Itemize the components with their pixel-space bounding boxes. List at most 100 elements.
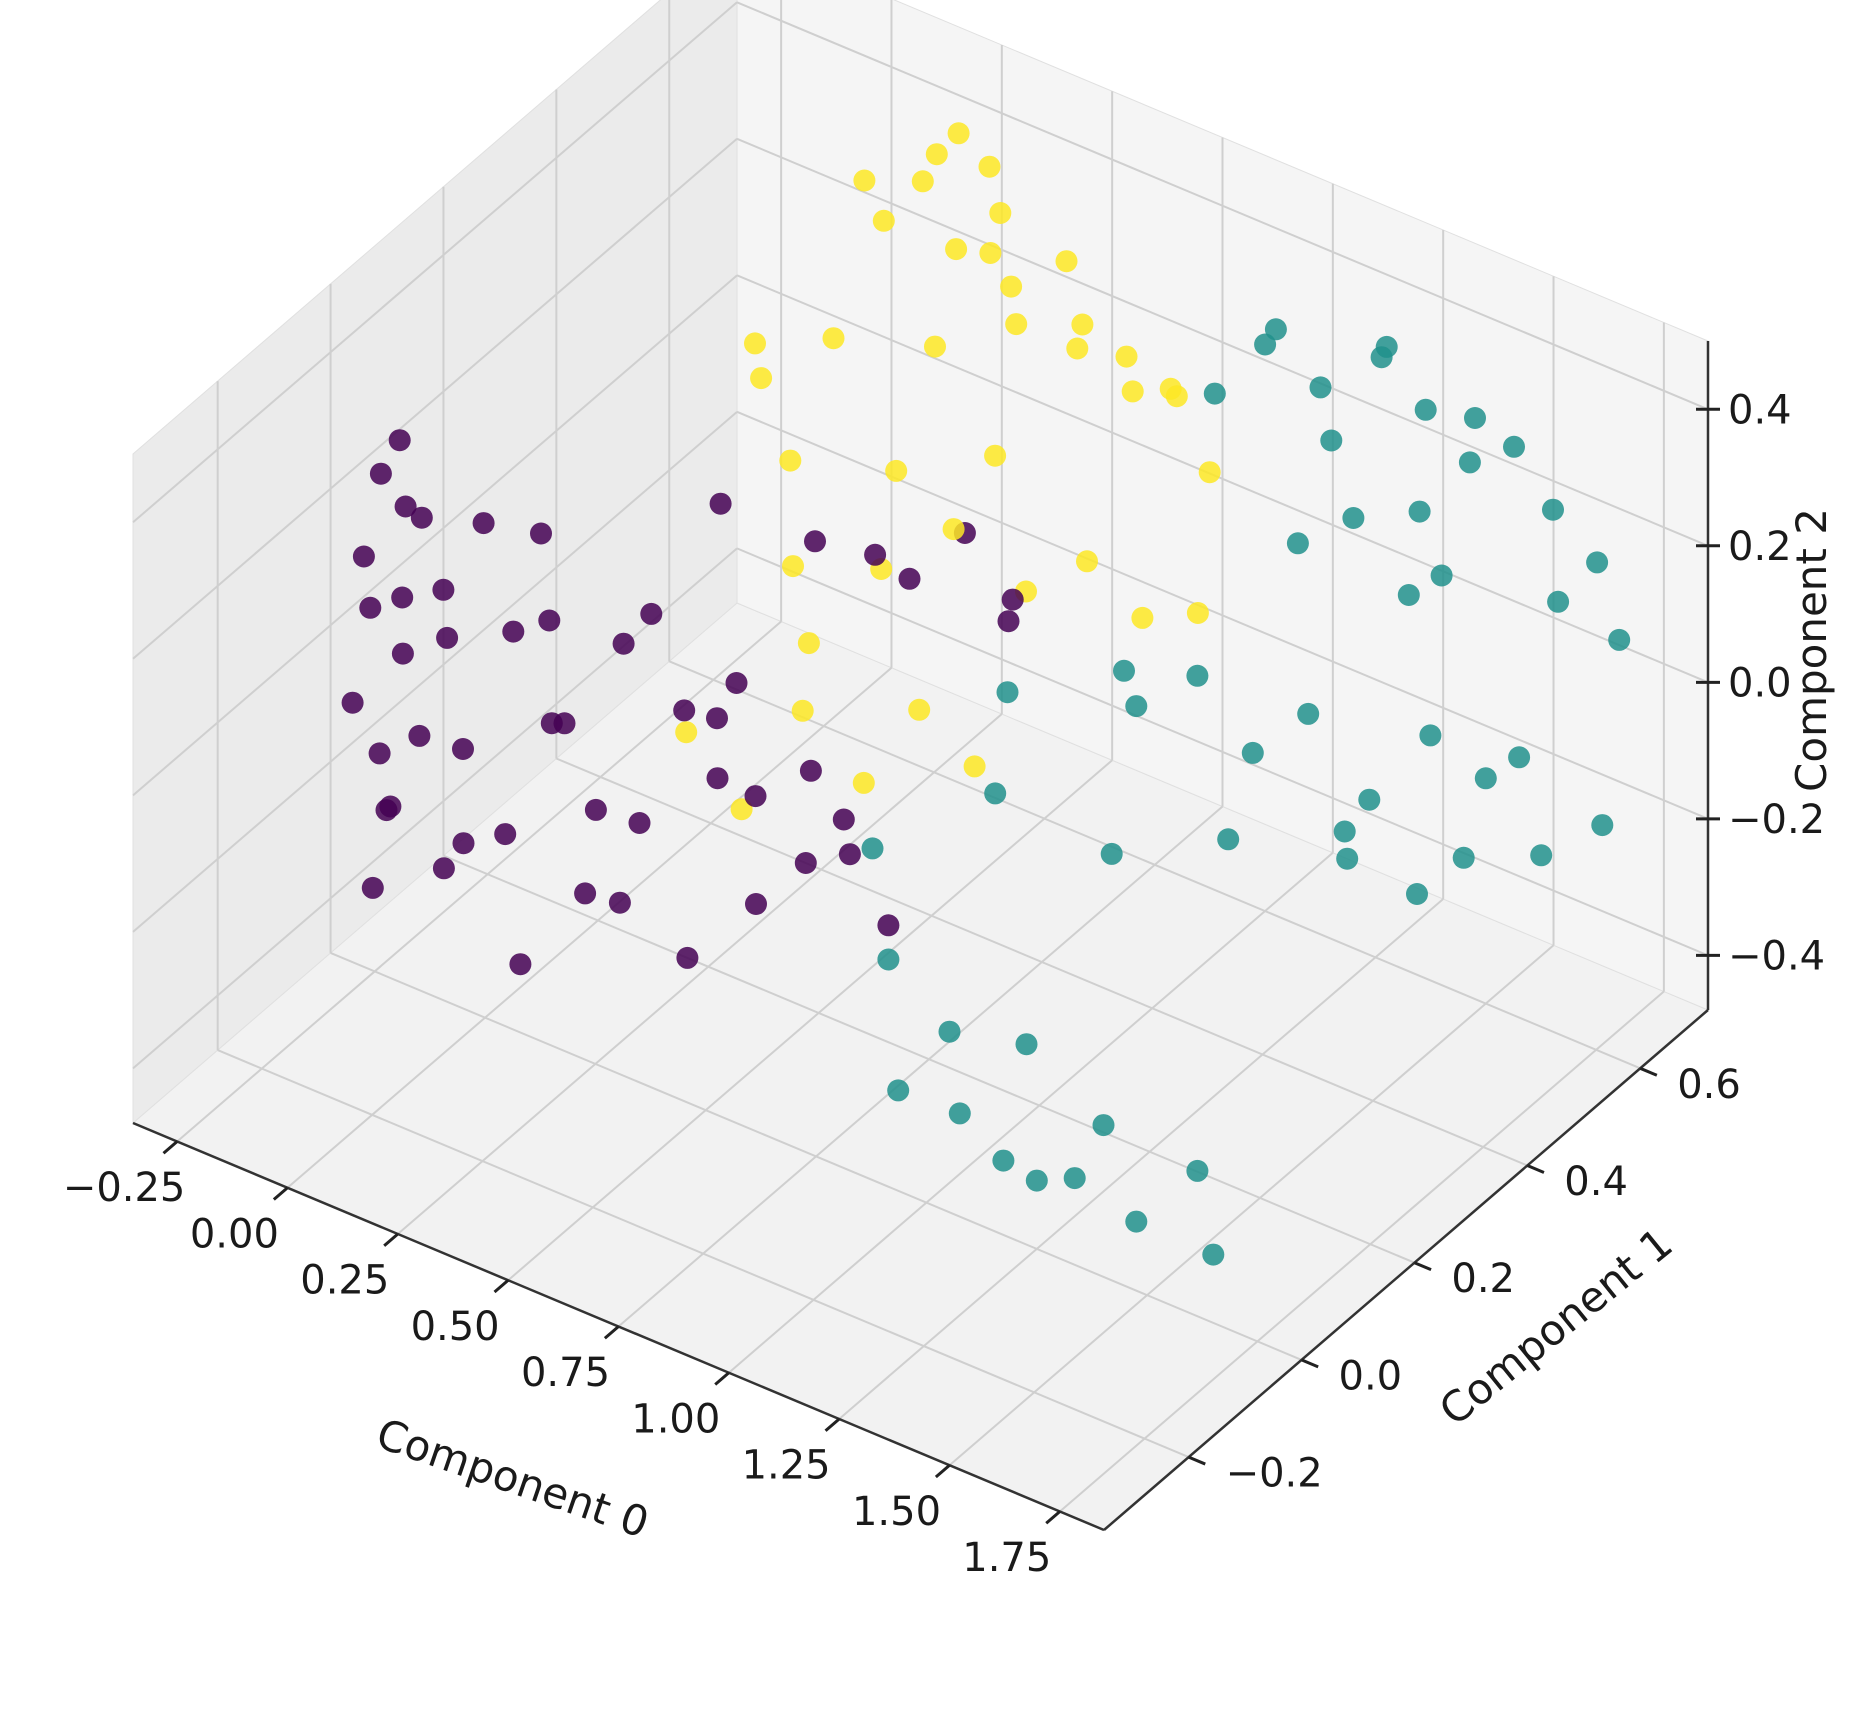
scatter-point — [1100, 842, 1123, 865]
scatter-point — [1055, 250, 1078, 273]
scatter-point — [1186, 602, 1209, 624]
gridline-y-floor — [668, 660, 1641, 1070]
scatter-point — [388, 429, 411, 452]
scatter-point — [706, 707, 728, 730]
left-pane — [132, 0, 738, 1125]
y-tick — [1188, 1455, 1206, 1466]
scatter-point — [908, 698, 931, 721]
scatter-point — [408, 724, 431, 747]
scatter-point — [924, 335, 946, 358]
scatter-point — [1320, 429, 1343, 452]
gridline-z-back — [736, 274, 1709, 684]
gridline-z-left — [132, 138, 738, 660]
x-tick — [714, 1371, 730, 1386]
z-tick-label: 0.4 — [1728, 387, 1792, 433]
scatter-point — [612, 632, 635, 655]
scatter-point — [1358, 788, 1381, 811]
scatter-point — [1066, 337, 1089, 360]
scatter-point — [509, 953, 532, 976]
x-tick — [493, 1279, 510, 1294]
x-tick-label: 0.25 — [300, 1258, 389, 1304]
scatter-point — [1203, 382, 1226, 405]
scatter-point — [725, 672, 748, 694]
scatter-point — [1508, 746, 1531, 769]
x-tick — [1045, 1510, 1061, 1525]
scatter-point — [1159, 377, 1182, 400]
z-tick-label: 0.0 — [1728, 660, 1792, 706]
scatter-point — [872, 209, 895, 232]
scatter-point — [676, 946, 699, 969]
scatter-point — [359, 596, 382, 619]
scatter-point — [394, 495, 417, 518]
scatter-point — [1202, 1243, 1225, 1266]
gridline-x-floor — [397, 713, 1003, 1235]
x-tick-label: 0.00 — [190, 1211, 279, 1257]
gridline-y-floor — [443, 854, 1415, 1264]
z-tick-label: −0.2 — [1728, 797, 1825, 843]
x-tick-label: 1.25 — [742, 1443, 831, 1489]
scatter-point — [1586, 551, 1609, 574]
scatter-point — [1474, 767, 1497, 790]
gridline-z-back — [736, 547, 1709, 957]
x-tick-label: 0.50 — [411, 1304, 500, 1350]
scatter-point — [947, 122, 970, 145]
scatter-points — [341, 122, 1631, 1266]
x-tick — [272, 1186, 289, 1201]
scatter-point — [361, 876, 384, 899]
scatter-point — [410, 506, 433, 529]
scatter-point — [864, 543, 887, 566]
scatter-point — [804, 530, 826, 553]
scatter-point — [1198, 461, 1221, 484]
scatter-point — [984, 444, 1007, 467]
scatter-point — [945, 238, 968, 261]
scatter-point — [1015, 1033, 1038, 1056]
scatter-point — [1131, 606, 1154, 629]
scatter-point — [673, 699, 696, 722]
scatter-point — [1430, 564, 1453, 587]
x-axis-title: Component 0 — [371, 1409, 655, 1548]
scatter-point — [628, 812, 651, 834]
scatter-point — [797, 632, 820, 655]
scatter-point — [1186, 664, 1209, 687]
scatter-point — [942, 518, 965, 541]
scatter-point — [379, 795, 402, 818]
scatter-point — [963, 755, 986, 778]
scatter-point — [898, 567, 921, 590]
gridline-z-left — [132, 274, 738, 797]
scatter-point — [1530, 844, 1553, 867]
scatter-point — [640, 602, 663, 625]
scatter-point — [1406, 883, 1428, 905]
gridline-y-floor — [330, 951, 1302, 1361]
scatter-point — [1408, 500, 1431, 523]
scatter-point — [1115, 345, 1138, 368]
scatter-point — [1241, 741, 1264, 764]
gridline-z-left — [132, 1, 738, 524]
scatter-point — [997, 610, 1020, 633]
y-tick — [1300, 1358, 1319, 1369]
gridline-z-back — [736, 1, 1709, 411]
scatter-point — [1333, 820, 1356, 843]
scatter-point — [1419, 724, 1442, 747]
scatter-point — [938, 1020, 961, 1043]
scatter-point — [989, 202, 1012, 224]
scatter-point — [744, 785, 767, 808]
scatter-point — [832, 808, 855, 831]
scatter-point — [1121, 380, 1144, 403]
scatter-point — [750, 367, 773, 390]
scatter-point — [925, 143, 948, 166]
scatter-point — [1025, 1169, 1048, 1192]
y-axis-title: Component 1 — [1430, 1218, 1681, 1435]
scatter-point — [745, 893, 767, 915]
scatter-point — [1547, 590, 1570, 613]
scatter-point — [472, 512, 495, 535]
y-tick-label: 0.0 — [1339, 1353, 1403, 1399]
y-tick-label: 0.4 — [1564, 1159, 1628, 1205]
scatter-point — [1071, 313, 1094, 336]
scatter-point — [794, 852, 817, 874]
scatter-point — [432, 857, 455, 880]
scatter-point — [341, 691, 364, 714]
x-tick-label: −0.25 — [63, 1165, 186, 1211]
scatter-point — [502, 620, 525, 643]
scatter-point — [709, 492, 732, 515]
y-axis-line — [1103, 1009, 1709, 1531]
